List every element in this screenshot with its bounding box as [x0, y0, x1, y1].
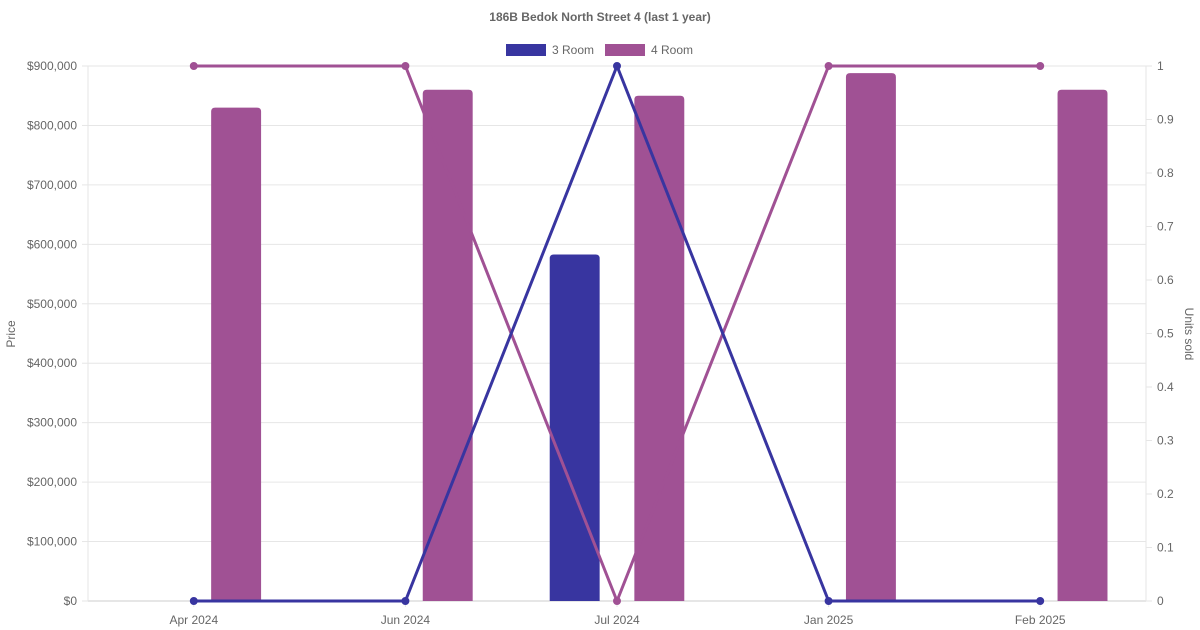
left-tick-label: $900,000	[27, 59, 77, 73]
legend-swatch-3-room	[506, 44, 546, 56]
right-tick-label: 0	[1157, 594, 1164, 608]
legend-item-4-room[interactable]: 4 Room	[605, 43, 693, 57]
x-axis-ticks: Apr 2024 Jun 2024 Jul 2024 Jan 2025 Feb 2025	[169, 613, 1065, 627]
point-4-room[interactable]	[189, 62, 198, 70]
left-tick-label: $300,000	[27, 416, 77, 430]
left-tick-label: $200,000	[27, 475, 77, 489]
point-4-room[interactable]	[613, 597, 621, 605]
point-3-room[interactable]	[1036, 597, 1045, 605]
x-tick-label: Jul 2024	[594, 613, 640, 627]
legend-swatch-4-room	[605, 44, 645, 56]
bar-3-room[interactable]	[549, 254, 600, 601]
right-tick-label: 0.4	[1157, 380, 1174, 394]
right-tick-label: 0.5	[1157, 327, 1174, 341]
point-4-room[interactable]	[824, 62, 833, 70]
point-4-room[interactable]	[1036, 62, 1045, 70]
left-tick-label: $0	[64, 594, 78, 608]
point-4-room[interactable]	[401, 62, 410, 70]
lines	[189, 62, 1045, 605]
left-tick-label: $600,000	[27, 237, 77, 251]
left-tick-label: $500,000	[27, 297, 77, 311]
right-tick-label: 0.9	[1157, 113, 1174, 127]
left-tick-label: $700,000	[27, 178, 77, 192]
bar-4-room[interactable]	[211, 107, 262, 601]
bar-4-room[interactable]	[1057, 89, 1108, 602]
right-tick-label: 0.7	[1157, 220, 1174, 234]
bar-4-room[interactable]	[845, 73, 896, 602]
point-3-room[interactable]	[401, 597, 410, 605]
x-tick-label: Feb 2025	[1015, 613, 1066, 627]
left-axis-ticks: $0 $100,000 $200,000 $300,000 $400,000 $500,0…	[27, 59, 77, 608]
left-tick-label: $800,000	[27, 118, 77, 132]
bar-4-room[interactable]	[634, 95, 685, 601]
legend: 3 Room 4 Room	[506, 43, 693, 57]
right-axis-title: Units sold	[1182, 308, 1196, 361]
legend-item-3-room[interactable]: 3 Room	[506, 43, 594, 57]
right-tick-label: 0.2	[1157, 487, 1174, 501]
x-tick-label: Jan 2025	[804, 613, 854, 627]
left-axis-title: Price	[4, 320, 18, 348]
line-4-room	[193, 64, 1041, 603]
x-tick-label: Apr 2024	[169, 613, 218, 627]
legend-label-4-room: 4 Room	[651, 43, 693, 57]
right-tick-label: 0.3	[1157, 434, 1174, 448]
line-3-room	[193, 64, 1041, 603]
point-3-room[interactable]	[613, 62, 621, 70]
point-3-room[interactable]	[189, 597, 198, 605]
left-tick-label: $100,000	[27, 535, 77, 549]
right-tick-label: 0.6	[1157, 273, 1174, 287]
right-axis-ticks: 0 0.1 0.2 0.3 0.4 0.5 0.6 0.7 0.8 0.9 1	[1157, 59, 1174, 608]
legend-label-3-room: 3 Room	[552, 43, 594, 57]
x-tick-label: Jun 2024	[381, 613, 431, 627]
bars	[211, 73, 1108, 602]
chart-title: 186B Bedok North Street 4 (last 1 year)	[489, 10, 710, 24]
right-tick-label: 1	[1157, 59, 1164, 73]
right-tick-label: 0.1	[1157, 541, 1174, 555]
point-3-room[interactable]	[824, 597, 833, 605]
left-tick-label: $400,000	[27, 356, 77, 370]
right-tick-label: 0.8	[1157, 166, 1174, 180]
bar-4-room[interactable]	[422, 89, 473, 602]
